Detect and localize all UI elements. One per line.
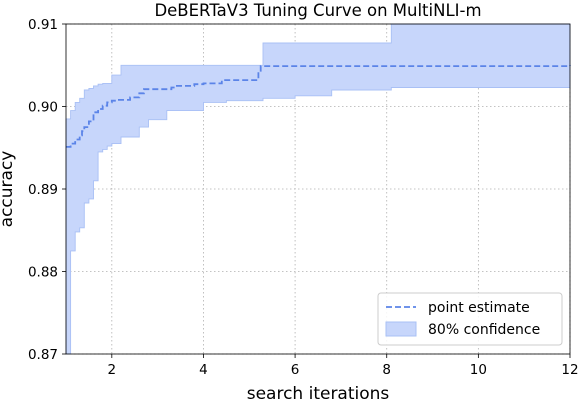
legend-box bbox=[377, 292, 563, 346]
y-tick-label: 0.89 bbox=[28, 182, 58, 198]
y-tick-label: 0.90 bbox=[28, 100, 58, 116]
y-axis: 0.87 0.88 0.89 0.90 0.91 bbox=[28, 17, 66, 363]
y-tick-label: 0.88 bbox=[28, 265, 58, 281]
x-tick-label: 8 bbox=[382, 362, 391, 378]
x-tick-label: 2 bbox=[108, 362, 117, 378]
y-axis-label: accuracy bbox=[0, 151, 17, 228]
legend-item-point-estimate: point estimate bbox=[428, 300, 530, 316]
x-tick-label: 10 bbox=[470, 362, 487, 378]
x-tick-label: 6 bbox=[291, 362, 300, 378]
x-tick-label: 4 bbox=[199, 362, 208, 378]
legend-item-confidence: 80% confidence bbox=[428, 322, 540, 338]
chart-title: DeBERTaV3 Tuning Curve on MultiNLI-m bbox=[154, 1, 481, 20]
x-axis: 2 4 6 8 10 12 bbox=[108, 354, 578, 378]
y-tick-label: 0.87 bbox=[28, 347, 58, 363]
legend-band-swatch bbox=[385, 321, 417, 337]
x-tick-label: 12 bbox=[561, 362, 578, 378]
point-estimate-path bbox=[66, 65, 571, 148]
confidence-band bbox=[65, 23, 571, 355]
x-axis-label: search iterations bbox=[247, 384, 390, 400]
y-tick-label: 0.91 bbox=[28, 17, 58, 33]
point-estimate-line bbox=[66, 65, 571, 148]
confidence-band-area bbox=[65, 23, 571, 355]
legend: point estimate 80% confidence bbox=[377, 292, 563, 346]
